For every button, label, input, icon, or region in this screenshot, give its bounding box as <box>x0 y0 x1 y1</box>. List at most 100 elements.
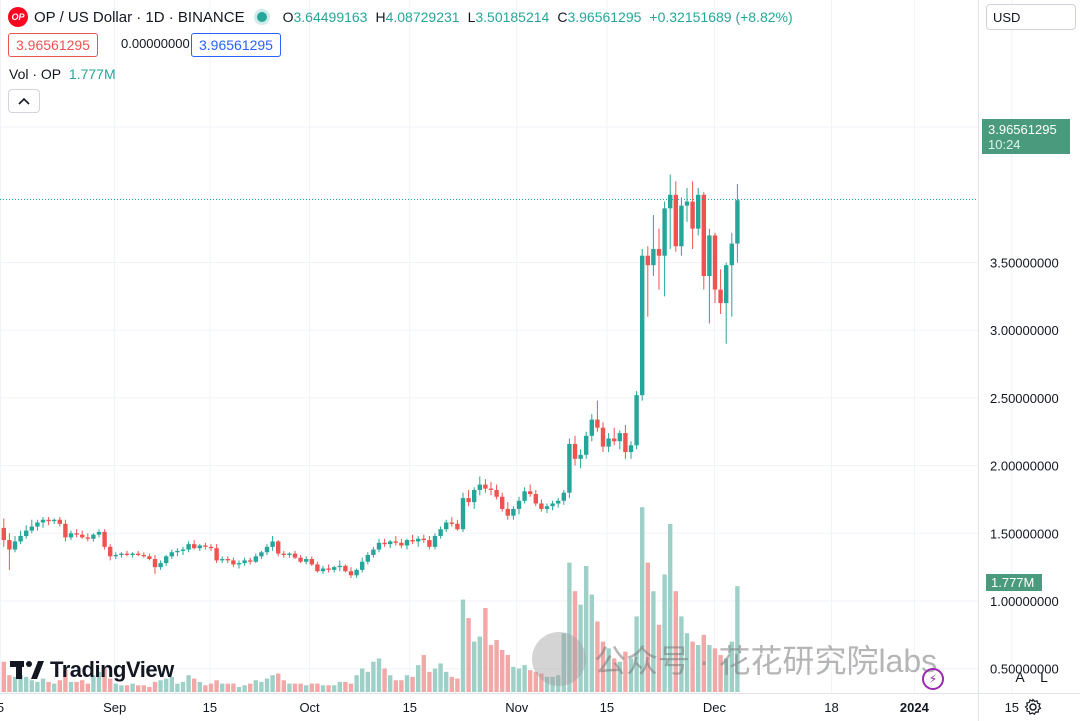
candle-body <box>259 552 264 557</box>
candle-body <box>354 569 359 576</box>
gear-icon[interactable] <box>1024 698 1042 716</box>
volume-bar <box>220 683 225 692</box>
candle-body <box>539 503 544 509</box>
last-price-label: 3.96561295 10:24 <box>982 119 1070 154</box>
candle-body <box>572 443 578 459</box>
volume-bar <box>634 616 639 692</box>
candle-body <box>516 500 522 509</box>
volume-bar <box>617 661 622 692</box>
volume-bar <box>567 562 572 692</box>
volume-value: 1.777M <box>68 66 116 82</box>
time-tick-label: Dec <box>703 700 727 715</box>
tradingview-logo[interactable]: TradingView <box>10 657 174 683</box>
candle-body <box>214 548 219 561</box>
volume-bar <box>360 668 365 692</box>
candle-body <box>332 567 337 570</box>
auto-scale-button[interactable]: A <box>1015 669 1025 685</box>
candle-body <box>612 438 617 442</box>
candle-body <box>231 560 236 565</box>
candle-body <box>186 544 191 550</box>
candle-body <box>281 553 286 555</box>
collapse-legend-button[interactable] <box>8 89 40 113</box>
volume-bar <box>522 665 527 692</box>
candle-body <box>449 522 454 524</box>
volume-bar <box>236 686 242 692</box>
candle-body <box>248 560 253 562</box>
candle-body <box>192 544 197 549</box>
volume-bar <box>225 683 230 692</box>
price-axis[interactable]: 4.500000003.500000003.000000002.50000000… <box>990 120 1059 677</box>
candle-body <box>220 559 225 561</box>
volume-bar <box>309 683 314 692</box>
volume-bar <box>264 678 270 692</box>
candle-body <box>91 534 96 539</box>
close-label: C <box>557 9 568 25</box>
candle-body <box>724 265 729 304</box>
volume-bar <box>80 680 85 692</box>
volume-bar <box>147 686 152 692</box>
volume-bar <box>214 680 219 692</box>
candle-body <box>427 540 432 547</box>
volume-bar <box>343 681 348 692</box>
open-label: O <box>282 9 294 25</box>
volume-bar <box>281 680 286 692</box>
volume-bar <box>427 671 432 692</box>
sell-price-button[interactable]: 3.96561295 <box>8 33 98 57</box>
time-tick-label: 2024 <box>900 700 930 715</box>
volume-bar <box>12 676 18 692</box>
market-open-status-icon <box>256 12 267 22</box>
tradingview-mark-icon <box>10 661 44 679</box>
symbol-title[interactable]: OP / US Dollar · 1D · BINANCE <box>34 8 245 26</box>
candle-body <box>421 538 426 541</box>
volume-bar <box>488 644 494 692</box>
volume-bar <box>24 676 29 692</box>
high-label: H <box>375 9 386 25</box>
candle-body <box>46 519 51 522</box>
log-scale-button[interactable]: L <box>1040 669 1048 685</box>
volume-bar <box>701 634 706 692</box>
candle-body <box>488 488 494 490</box>
price-tick-label: 2.50000000 <box>990 391 1059 406</box>
volume-bar <box>388 675 393 692</box>
candle-body <box>124 553 130 555</box>
volume-bar <box>203 685 208 692</box>
candle-body <box>108 546 113 557</box>
volume-bar <box>444 671 449 692</box>
candle-body <box>606 438 611 447</box>
volume-bar <box>595 621 600 692</box>
grid-lines <box>0 0 1013 693</box>
candle-body <box>651 248 656 266</box>
currency-select[interactable]: USD <box>986 4 1076 30</box>
candle-body <box>589 419 594 436</box>
candle-body <box>74 533 79 535</box>
time-tick-label: 15 <box>403 700 417 715</box>
time-axis[interactable]: 5 Sep 15 Oct 15 Nov 15 Dec 18 2024 15 <box>0 700 1019 715</box>
wechat-icon <box>532 632 586 686</box>
candle-body <box>343 565 348 572</box>
candle-body <box>567 443 572 493</box>
candle-body <box>292 553 298 558</box>
volume-bar <box>208 683 214 692</box>
buy-price-button[interactable]: 3.96561295 <box>191 33 281 57</box>
candle-body <box>628 445 634 453</box>
volume-bar <box>707 644 712 692</box>
candle-body <box>662 208 667 256</box>
volume-bar <box>332 685 337 692</box>
bolt-icon[interactable]: ⚡ <box>922 668 944 690</box>
candle-body <box>29 526 34 531</box>
candle-body <box>640 255 645 396</box>
time-tick-label: Nov <box>505 700 529 715</box>
low-value: 3.50185214 <box>475 9 550 25</box>
volume-bar <box>192 678 197 692</box>
volume-bar <box>516 668 522 692</box>
volume-bar <box>74 681 79 692</box>
candle-body <box>556 500 561 504</box>
volume-bar <box>57 680 62 692</box>
time-tick-label: 15 <box>203 700 217 715</box>
volume-bar <box>136 685 141 692</box>
close-value: 3.96561295 <box>567 9 642 25</box>
chevron-up-icon <box>18 97 30 105</box>
candle-body <box>287 553 292 555</box>
volume-legend[interactable]: Vol · OP 1.777M <box>9 66 116 82</box>
